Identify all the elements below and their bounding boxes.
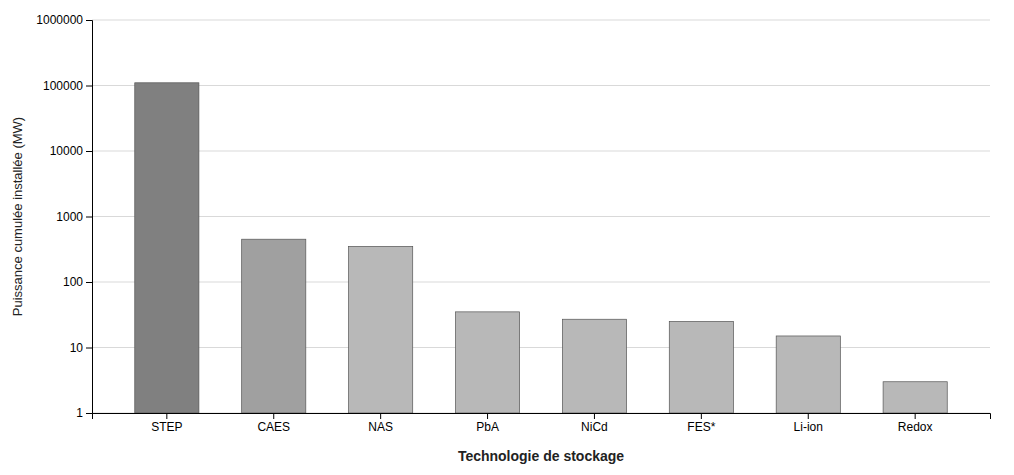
bar (562, 319, 626, 413)
tick-label: 10 (70, 341, 84, 355)
bar (455, 312, 519, 413)
bar (349, 246, 413, 413)
tick: NAS (368, 413, 393, 434)
grid-line (92, 151, 990, 152)
chart-container: STEPCAESNASPbANiCdFES*Li-ionRedox1101001… (0, 0, 1014, 475)
grid-line (92, 282, 990, 283)
tick-mark (86, 413, 92, 414)
bar (776, 336, 840, 413)
plot: STEPCAESNASPbANiCdFES*Li-ionRedox1101001… (36, 13, 990, 433)
tick-mark (86, 20, 92, 21)
tick-label: STEP (151, 420, 182, 434)
tick-label: Redox (898, 420, 933, 434)
bar (883, 382, 947, 413)
tick-mark (594, 413, 595, 419)
grid-line (92, 20, 990, 21)
bars (135, 83, 947, 413)
tick-mark (487, 413, 488, 419)
tick-mark (86, 282, 92, 283)
bar (669, 321, 733, 413)
x-axis-title: Technologie de stockage (458, 448, 624, 464)
chart: STEPCAESNASPbANiCdFES*Li-ionRedox1101001… (0, 0, 1014, 475)
tick: STEP (151, 413, 182, 434)
grid (92, 20, 990, 413)
bar (242, 239, 306, 413)
tick: 1000 (56, 210, 92, 224)
tick-label: 1000 (56, 210, 83, 224)
tick-label: Li-ion (794, 420, 823, 434)
tick-mark (166, 413, 167, 419)
tick-label: 100000 (43, 79, 83, 93)
tick-label: 1 (76, 406, 83, 420)
grid-line (92, 216, 990, 217)
tick: 10 (70, 341, 92, 355)
axis-line (86, 21, 93, 414)
tick: 100000 (43, 79, 92, 93)
tick: Li-ion (794, 413, 823, 434)
tick-mark (380, 413, 381, 419)
tick: NiCd (581, 413, 608, 434)
y-axis-title: Puissance cumulée installée (MW) (10, 117, 25, 316)
tick: CAES (257, 413, 290, 434)
tick-label: PbA (476, 420, 499, 434)
tick-mark (86, 217, 92, 218)
tick: 100 (63, 275, 92, 289)
tick: Redox (898, 413, 933, 434)
tick-label: NAS (368, 420, 393, 434)
tick-mark (273, 413, 274, 419)
tick-mark (808, 413, 809, 419)
tick-mark (915, 413, 916, 419)
tick-label: 10000 (50, 144, 84, 158)
tick-label: CAES (257, 420, 290, 434)
y-axis: 1 10 100 1000 10000 100000 1000000 (36, 13, 92, 420)
axis-line (93, 414, 991, 420)
bar (135, 83, 199, 413)
tick-label: 1000000 (36, 13, 83, 27)
tick-mark (701, 413, 702, 419)
tick: 10000 (50, 144, 92, 158)
tick-mark (86, 151, 92, 152)
tick-mark (86, 348, 92, 349)
tick: 1000000 (36, 13, 92, 27)
x-axis: STEP CAES NAS PbA NiCd FES* Li-ion Redox (93, 413, 991, 434)
tick: 1 (76, 406, 92, 420)
tick: PbA (476, 413, 499, 434)
grid-line (92, 85, 990, 86)
grid-line (92, 347, 990, 348)
tick-label: NiCd (581, 420, 608, 434)
tick: FES* (687, 413, 715, 434)
tick-label: 100 (63, 275, 83, 289)
tick-mark (86, 86, 92, 87)
tick-label: FES* (687, 420, 715, 434)
